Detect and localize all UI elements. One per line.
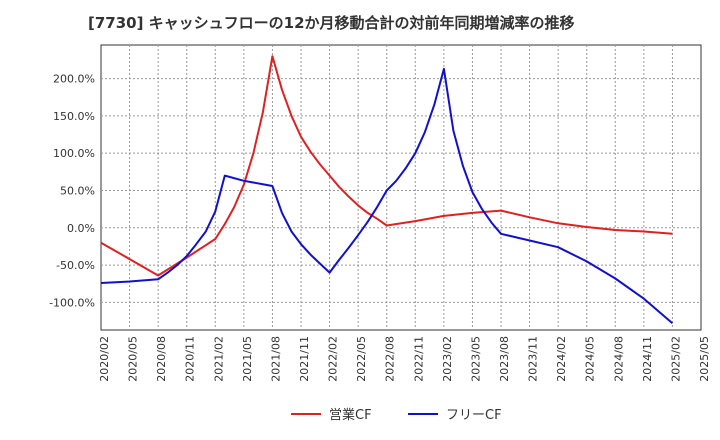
grid-lines <box>100 44 702 331</box>
x-tick-label: 2020/11 <box>184 336 197 382</box>
chart-title: [7730] キャッシュフローの12か月移動合計の対前年同期増減率の推移 <box>88 14 575 32</box>
x-tick-label: 2023/08 <box>498 336 511 382</box>
x-tick-label: 2022/02 <box>327 336 340 382</box>
x-tick-label: 2020/02 <box>98 336 111 382</box>
y-tick-label: 100.0% <box>53 147 95 160</box>
plot-series <box>100 55 674 325</box>
x-tick-label: 2024/08 <box>612 336 625 382</box>
y-tick-label: 50.0% <box>60 184 95 197</box>
x-tick-label: 2025/05 <box>698 336 711 382</box>
x-tick-label: 2024/02 <box>555 336 568 382</box>
axes: 2020/02 2020/05 2020/08 2020/11 2021/02 2021/… <box>49 73 711 382</box>
y-tick-label: 150.0% <box>53 110 95 123</box>
x-tick-label: 2025/02 <box>669 336 682 382</box>
x-tick-label: 2020/05 <box>127 336 140 382</box>
x-tick-label: 2021/11 <box>298 336 311 382</box>
x-tick-label: 2023/02 <box>441 336 454 382</box>
x-tick-label: 2023/11 <box>527 336 540 382</box>
series-line-free-cf <box>100 67 674 325</box>
legend: 営業CF フリーCF <box>291 407 502 423</box>
x-tick-label: 2021/05 <box>241 336 254 382</box>
y-tick-label: 0.0% <box>67 222 95 235</box>
plot-area <box>100 44 702 331</box>
x-tick-label: 2024/11 <box>641 336 654 382</box>
y-tick-label: -100.0% <box>49 296 95 309</box>
x-tick-label: 2021/08 <box>269 336 282 382</box>
legend-label: 営業CF <box>329 407 372 423</box>
x-tick-label: 2021/02 <box>212 336 225 382</box>
x-tick-label: 2022/05 <box>355 336 368 382</box>
legend-label: フリーCF <box>446 408 502 423</box>
x-tick-label: 2022/08 <box>384 336 397 382</box>
x-tick-label: 2022/11 <box>412 336 425 382</box>
y-tick-label: -50.0% <box>56 259 95 272</box>
x-tick-label: 2024/05 <box>584 336 597 382</box>
series-line-operating-cf <box>100 55 673 277</box>
x-tick-label: 2020/08 <box>155 336 168 382</box>
x-tick-label: 2023/05 <box>469 336 482 382</box>
y-tick-label: 200.0% <box>53 73 95 86</box>
